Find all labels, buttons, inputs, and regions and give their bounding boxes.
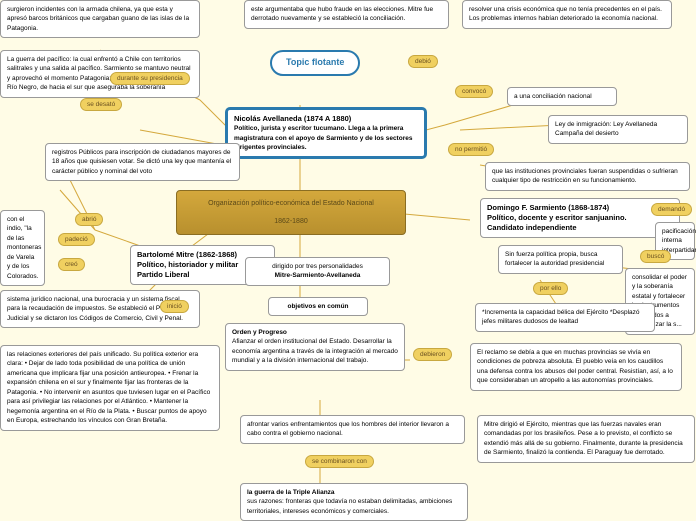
node-incidentes: surgieron incidentes con la armada chile… [0, 0, 200, 38]
node-afrontar: afrontar varios enfrentamientos que los … [240, 415, 465, 444]
node-incrementa: *Incrementa la capacidad bélica del Ejér… [475, 303, 655, 332]
text: sistema jurídico nacional, una burocraci… [7, 296, 183, 322]
node-objetivos: objetivos en común [268, 297, 368, 316]
node-sin-fuerza: Sin fuerza política propia, busca fortal… [498, 245, 623, 274]
node-reclamo: El reclamo se debía a que en muchas prov… [470, 343, 682, 391]
title: Nicolás Avellaneda (1874 A 1880) [234, 114, 351, 123]
line2: Político, historiador y militar [137, 260, 238, 269]
text: Mitre dirigió el Ejército, mientras que … [484, 421, 683, 456]
label-inicio: inició [160, 300, 189, 313]
title: Domingo F. Sarmiento (1868-1874) [487, 203, 609, 212]
node-triple-alianza: la guerra de la Triple Alianza sus razon… [240, 483, 468, 521]
node-conciliacion: a una conciliación nacional [507, 87, 617, 106]
text: dirigido por tres personalidades [272, 263, 363, 270]
label-durante: durante su presidencia [110, 72, 190, 85]
label-se-combinaron: se combinaron con [305, 455, 374, 468]
node-ley-inmigracion: Ley de inmigración: Ley Avellaneda Campa… [548, 115, 688, 144]
node-dirigido: dirigido por tres personalidades Mitre-S… [245, 257, 390, 286]
node-mitre-top: este argumentaba que hubo fraude en las … [244, 0, 449, 29]
label-busco: buscó [640, 250, 671, 263]
text: objetivos en común [287, 303, 348, 310]
text: El reclamo se debía a que en muchas prov… [477, 349, 673, 384]
title: la guerra de la Triple Alianza [247, 489, 335, 496]
text: Sin fuerza política propia, busca fortal… [505, 251, 604, 267]
label-demando: demandó [651, 203, 692, 216]
node-instituciones: que las instituciones provinciales fuera… [485, 162, 690, 191]
node-relaciones: las relaciones exteriores del país unifi… [0, 345, 220, 431]
node-sarmiento[interactable]: Domingo F. Sarmiento (1868-1874) Polític… [480, 198, 680, 238]
body: sus razones: fronteras que todavía no es… [247, 498, 452, 514]
label-abrio: abrió [75, 213, 103, 226]
topic-flotante[interactable]: Topic flotante [270, 50, 360, 76]
node-mitre-ejercito: Mitre dirigió el Ejército, mientras que … [477, 415, 695, 463]
text: que las instituciones provinciales fuera… [492, 168, 678, 184]
textb: Mitre-Sarmiento-Avellaneda [275, 272, 361, 279]
text: *Incrementa la capacidad bélica del Ejér… [482, 309, 640, 325]
label-por-ello: por ello [533, 282, 568, 295]
text: afrontar varios enfrentamientos que los … [247, 421, 449, 437]
center-node[interactable]: Organización político-económica del Esta… [176, 190, 406, 235]
text: a una conciliación nacional [514, 93, 592, 100]
text: registros Públicos para inscripción de c… [52, 149, 231, 175]
label-creo: creó [58, 258, 85, 271]
text: resolver una crisis económica que no ten… [469, 6, 662, 22]
node-avellaneda[interactable]: Nicolás Avellaneda (1874 A 1880) Polític… [226, 108, 426, 158]
topic-text: Topic flotante [286, 57, 344, 67]
title: Bartolomé Mitre (1862-1868) [137, 250, 237, 259]
line3: Candidato independiente [487, 223, 577, 232]
text: este argumentaba que hubo fraude en las … [251, 6, 433, 22]
body: Político, jurista y escritor tucumano. L… [234, 125, 412, 151]
node-crisis: resolver una crisis económica que no ten… [462, 0, 672, 29]
label-debieron: debieron [413, 348, 452, 361]
label-se-desato: se desató [80, 98, 122, 111]
node-registros: registros Públicos para inscripción de c… [45, 143, 240, 181]
text: con el indio, "la de las montoneras de V… [7, 216, 41, 280]
label-padecio: padeció [58, 233, 95, 246]
line2: Político, docente y escritor sanjuanino. [487, 213, 627, 222]
label-no-permitio: no permitió [448, 143, 494, 156]
label-debio: debió [408, 55, 438, 68]
center-line2: 1862-1880 [274, 218, 307, 225]
body: Afianzar el orden institucional del Esta… [232, 338, 398, 364]
node-indio: con el indio, "la de las montoneras de V… [0, 210, 45, 286]
title: Orden y Progreso [232, 329, 287, 336]
text: las relaciones exteriores del país unifi… [7, 351, 210, 424]
text: Ley de inmigración: Ley Avellaneda Campa… [555, 121, 657, 137]
center-line1: Organización político-económica del Esta… [208, 200, 374, 207]
label-convoco: convocó [455, 85, 493, 98]
line3: Partido Liberal [137, 270, 190, 279]
node-orden: Orden y Progreso Afianzar el orden insti… [225, 323, 405, 371]
text: surgieron incidentes con la armada chile… [7, 6, 189, 32]
